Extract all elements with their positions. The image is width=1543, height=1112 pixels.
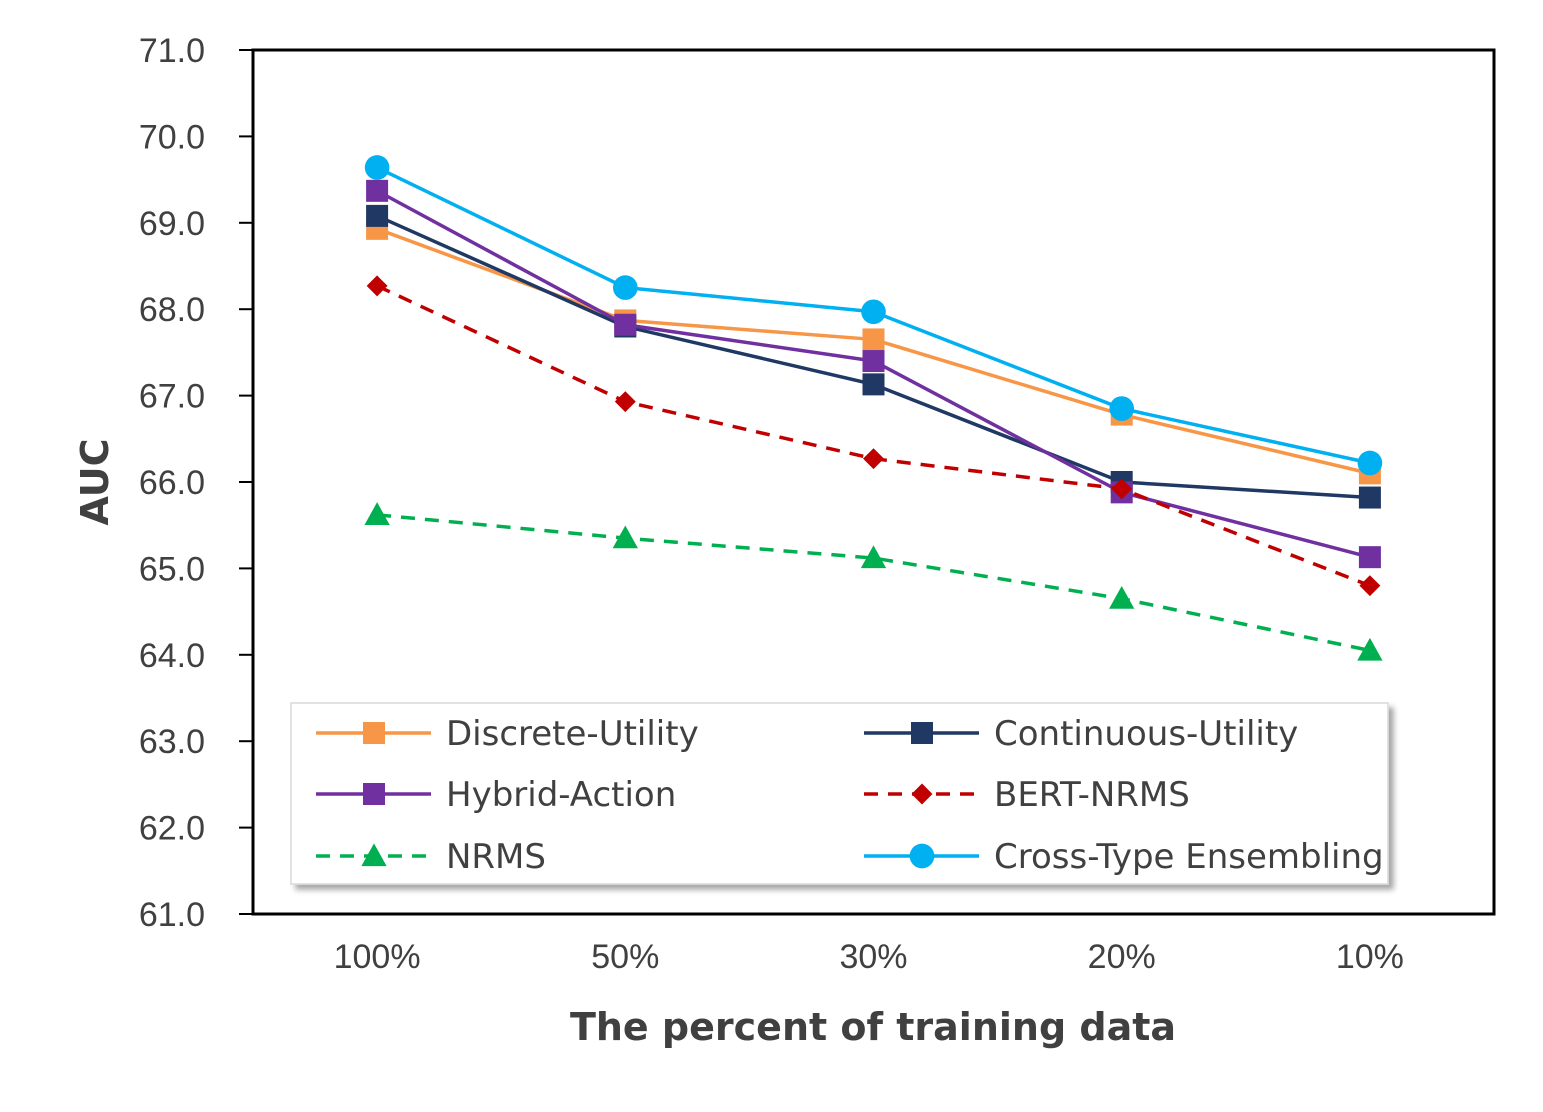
legend-label: Hybrid-Action [446,775,676,815]
y-tick-label: 68.0 [139,291,205,329]
data-point [366,179,389,202]
legend-item: Cross-Type Ensembling [864,837,1384,877]
legend-label: NRMS [446,837,546,877]
plot-area [251,48,1496,916]
y-tick-label: 64.0 [139,637,205,675]
data-point [614,391,636,413]
legend-marker [361,843,387,867]
data-point [1359,575,1381,597]
data-point [1109,396,1135,421]
y-tick-label: 70.0 [139,118,205,156]
legend-label: Continuous-Utility [994,714,1298,754]
series-bert-nrms [366,275,1381,597]
legend-box [290,702,1389,885]
x-tick-label: 30% [839,938,907,976]
data-point [614,313,637,336]
legend-item: NRMS [316,837,546,877]
data-point [862,373,885,396]
series-layer [364,155,1383,661]
legend-label: Discrete-Utility [446,714,699,754]
y-tick-label: 66.0 [139,464,205,502]
legend-marker [911,722,933,744]
data-point [861,299,886,325]
y-axis-ticks: 61.0 62.0 63.0 64.0 65.0 66.0 67.0 68.0 69.0 70.0… [139,32,253,934]
data-point [1109,585,1135,609]
x-axis-ticks: 100% 50% 30% 20% 10% [334,938,1404,976]
data-point [1358,546,1381,569]
data-point [364,155,390,180]
series-nrms [364,502,1383,661]
data-point [1111,478,1133,500]
data-point [862,328,885,351]
data-point [1358,486,1381,509]
legend-item: Hybrid-Action [316,775,676,815]
legend-marker [909,843,935,869]
legend-label: BERT-NRMS [994,775,1190,815]
data-point [860,545,887,569]
data-point [612,525,638,549]
series-cross-type-ensembling [364,155,1383,476]
data-point [1357,637,1383,661]
x-tick-label: 20% [1088,938,1156,976]
legend: Discrete-Utility Continuous-Utility Hybrid… [290,702,1389,885]
x-axis-title: The percent of training data [570,1005,1176,1049]
x-tick-label: 10% [1336,938,1404,976]
x-tick-label: 50% [591,938,659,976]
y-tick-label: 69.0 [139,205,205,243]
x-tick-label: 100% [334,938,421,976]
data-point [863,448,884,470]
y-tick-label: 65.0 [139,550,205,588]
data-point [862,350,885,373]
y-tick-label: 63.0 [139,723,205,761]
y-tick-label: 61.0 [139,896,205,934]
data-point [366,275,388,297]
y-tick-label: 62.0 [139,810,205,848]
data-point [1357,450,1383,476]
data-point [364,502,390,525]
data-point [612,275,638,300]
legend-marker [363,783,385,805]
data-point [366,204,389,227]
series-line [376,513,1371,653]
legend-marker [911,783,933,805]
legend-item: BERT-NRMS [864,775,1190,815]
legend-item: Continuous-Utility [864,714,1298,754]
y-tick-label: 67.0 [139,378,205,416]
legend-label: Cross-Type Ensembling [994,837,1384,877]
legend-marker [363,722,385,744]
y-tick-label: 71.0 [139,32,205,70]
legend-item: Discrete-Utility [316,714,699,754]
y-axis-title: AUC [73,439,117,526]
